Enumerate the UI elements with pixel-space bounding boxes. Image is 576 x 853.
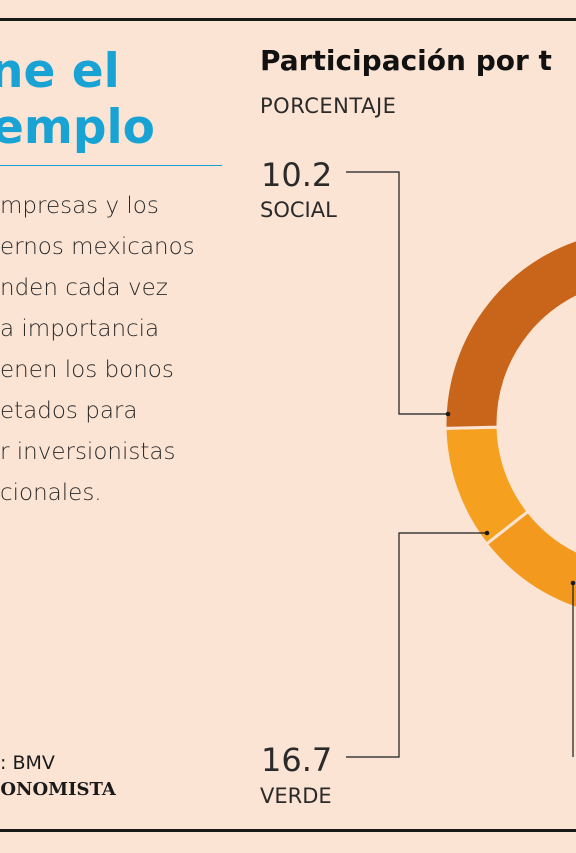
leader-dot-verde <box>484 530 490 536</box>
chart-title: Participación por t <box>260 44 552 77</box>
bottom-frame-line <box>0 829 576 832</box>
category-label-verde: VERDE <box>260 784 332 808</box>
body-line: r inversionistas <box>0 439 176 465</box>
body-line: etados para <box>0 398 138 424</box>
body-line: nden cada vez <box>0 275 168 301</box>
slice-other <box>443 238 576 430</box>
leader-dot-social <box>445 411 451 417</box>
top-frame-line <box>0 18 576 21</box>
category-label-social: SOCIAL <box>260 198 337 222</box>
headline-line-2: emplo <box>0 100 155 155</box>
headline: ne el emplo <box>0 44 222 156</box>
donut-slices <box>443 238 576 610</box>
body-line: a importancia <box>0 316 160 342</box>
leader-dot-right <box>570 580 576 586</box>
source-block: E: BMV CONOMISTA <box>0 752 222 800</box>
headline-line-1: ne el <box>0 44 120 99</box>
data-label-verde: 16.7 <box>261 741 333 779</box>
leader-line-verde <box>346 532 487 758</box>
data-label-social: 10.2 <box>261 156 333 194</box>
body-line: ernos mexicanos <box>0 234 195 260</box>
publisher-logo: CONOMISTA <box>0 779 116 800</box>
headline-rule <box>0 165 222 166</box>
body-line: enen los bonos <box>0 357 174 383</box>
chart-subtitle: PORCENTAJE <box>260 94 397 118</box>
body-line: cionales. <box>0 480 102 506</box>
body-line: mpresas y los <box>0 193 159 219</box>
source-text: E: BMV <box>0 752 55 774</box>
body-paragraph: mpresas y los ernos mexicanos nden cada … <box>0 186 222 514</box>
leader-lines <box>346 171 576 758</box>
leader-line-social <box>346 171 448 415</box>
